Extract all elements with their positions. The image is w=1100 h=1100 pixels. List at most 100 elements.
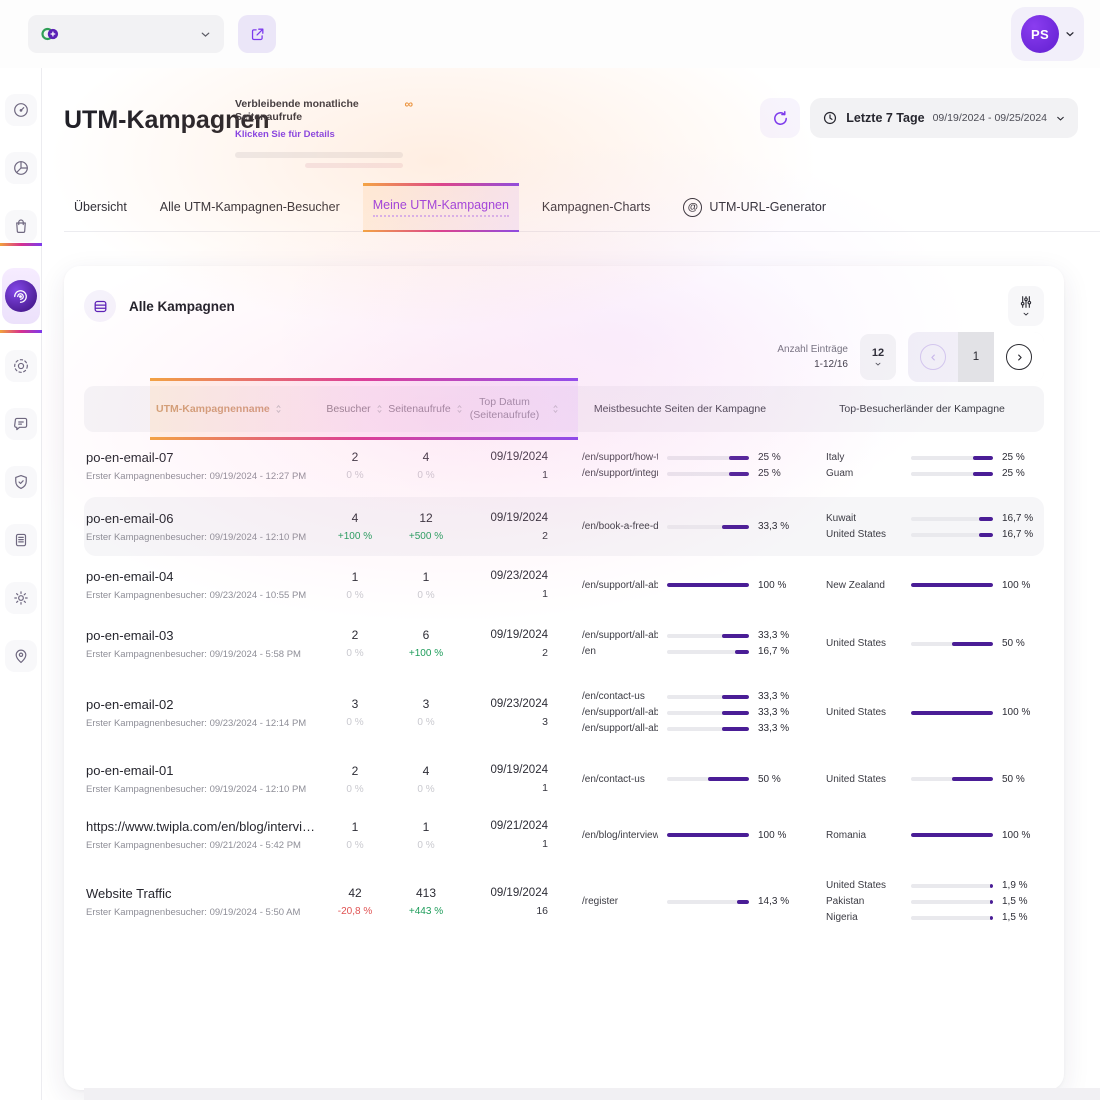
chevron-down-icon xyxy=(1055,113,1066,124)
page-size-select[interactable]: 12 xyxy=(860,334,896,380)
percentage-value: 50 % xyxy=(758,773,781,785)
pageviews-cell: 1 0 % xyxy=(390,570,462,601)
sidebar-item-statistics[interactable] xyxy=(4,152,37,184)
website-selector[interactable] xyxy=(28,15,224,53)
table-row[interactable]: po-en-email-04 Erster Kampagnenbesucher:… xyxy=(84,558,1044,612)
country-entry: Italy 25 % xyxy=(800,452,1044,463)
tab-label: Alle UTM-Kampagnen-Besucher xyxy=(159,200,340,214)
external-link-icon xyxy=(249,26,266,43)
campaign-name[interactable]: https://www.twipla.com/en/blog/interview… xyxy=(86,819,320,834)
sidebar-item-ecommerce[interactable] xyxy=(4,210,37,242)
percentage-value: 1,5 % xyxy=(1002,896,1028,907)
country-entry: United States 50 % xyxy=(800,638,1044,649)
campaign-name[interactable]: po-en-email-06 xyxy=(86,510,174,526)
sidebar-item-recordings[interactable] xyxy=(4,350,37,382)
table-row[interactable]: po-en-email-06 Erster Kampagnenbesucher:… xyxy=(84,497,1044,556)
percentage-value: 33,3 % xyxy=(758,723,790,734)
tab-label: Meine UTM-Kampagnen xyxy=(372,198,509,217)
page-entry: /en/support/all-ab... 33,3 % xyxy=(560,630,800,641)
table-body: po-en-email-07 Erster Kampagnenbesucher:… xyxy=(84,436,1044,939)
country-entry: Kuwait 16,7 % xyxy=(800,513,1044,524)
top-pages-cell: /en/blog/interview... 100 % xyxy=(560,825,800,846)
sidebar-item-location[interactable] xyxy=(4,640,37,672)
page-entry-label: /en/support/all-ab... xyxy=(582,723,658,734)
sidebar-item-feedback[interactable] xyxy=(4,408,37,440)
tab-alle-utm-kampagnen-besucher[interactable]: Alle UTM-Kampagnen-Besucher xyxy=(150,183,350,231)
date-preset-label: Letzte 7 Tage xyxy=(846,111,925,125)
percentage-value: 50 % xyxy=(1002,638,1025,649)
quota-details-link[interactable]: Klicken Sie für Details xyxy=(235,129,335,141)
top-countries-cell: Romania 100 % xyxy=(800,825,1044,846)
tab-meine-utm-kampagnen[interactable]: Meine UTM-Kampagnen xyxy=(362,183,520,232)
refresh-button[interactable] xyxy=(760,98,801,138)
percentage-value: 25 % xyxy=(1002,468,1025,479)
next-page-button[interactable] xyxy=(994,332,1044,382)
top-pages-cell: /en/support/all-ab... 100 % xyxy=(560,575,800,596)
first-visitor-info: Erster Kampagnenbesucher: 09/23/2024 - 1… xyxy=(86,717,307,729)
top-date-count: 1 xyxy=(542,838,548,850)
top-countries-cell: United States 50 % xyxy=(800,633,1044,654)
page-entry: /en/blog/interview... 100 % xyxy=(560,830,800,841)
visitors-cell: 4 +100 % xyxy=(320,511,390,542)
sidebar-item-data[interactable] xyxy=(4,524,37,556)
campaign-name[interactable]: po-en-email-03 xyxy=(86,627,174,643)
top-date-count: 1 xyxy=(542,468,548,481)
pageviews-cell: 12 +500 % xyxy=(390,511,462,542)
percentage-value: 16,7 % xyxy=(758,646,790,657)
campaign-name[interactable]: Website Traffic xyxy=(86,885,172,901)
table-row[interactable]: po-en-email-02 Erster Kampagnenbesucher:… xyxy=(84,675,1044,750)
top-countries-cell: United States 100 % xyxy=(800,702,1044,723)
pageviews-change: 0 % xyxy=(417,717,435,728)
page-entry: /en/book-a-free-d... 33,3 % xyxy=(560,521,800,532)
top-date-count: 2 xyxy=(542,529,548,542)
previous-page-button[interactable] xyxy=(908,332,958,382)
top-countries-cell: Kuwait 16,7 % United States 16,7 % xyxy=(800,508,1044,545)
account-menu[interactable]: PS xyxy=(1011,7,1084,61)
percentage-value: 33,3 % xyxy=(758,691,790,702)
sidebar-item-campaigns[interactable] xyxy=(0,243,46,333)
column-header[interactable]: Top Datum (Seitenaufrufe) xyxy=(462,396,560,421)
country-entry-label: United States xyxy=(826,773,887,785)
quota-label: Verbleibende monatliche Seitenaufrufe xyxy=(235,98,359,124)
column-header[interactable]: Besucher xyxy=(320,403,390,416)
percentage-bar xyxy=(911,583,993,587)
page-entry-label: /en/contact-us xyxy=(582,691,645,702)
campaign-name[interactable]: po-en-email-04 xyxy=(86,569,174,584)
open-in-new-tab-button[interactable] xyxy=(238,15,276,53)
top-date-cell: 09/19/2024 2 xyxy=(462,629,560,659)
filter-button[interactable] xyxy=(1008,286,1044,326)
column-header[interactable]: UTM-Kampagnenname xyxy=(84,403,320,416)
percentage-bar xyxy=(911,899,993,904)
table-row[interactable]: po-en-email-03 Erster Kampagnenbesucher:… xyxy=(84,614,1044,673)
page-entry: /en/support/all-ab... 100 % xyxy=(560,580,800,591)
country-entry: New Zealand 100 % xyxy=(800,580,1044,591)
campaign-name[interactable]: po-en-email-01 xyxy=(86,763,174,778)
campaign-name[interactable]: po-en-email-07 xyxy=(86,449,174,465)
campaign-name[interactable]: po-en-email-02 xyxy=(86,696,174,712)
sidebar-item-dashboard[interactable] xyxy=(4,94,37,126)
sort-icon xyxy=(274,404,283,414)
sidebar-item-privacy[interactable] xyxy=(4,466,37,498)
top-date-count: 16 xyxy=(536,904,548,917)
tab-utm-url-generator[interactable]: @ UTM-URL-Generator xyxy=(673,183,836,231)
table-row[interactable]: https://www.twipla.com/en/blog/interview… xyxy=(84,808,1044,862)
top-date-count: 2 xyxy=(542,646,548,659)
sidebar-item-settings[interactable] xyxy=(4,582,37,614)
tab-uebersicht[interactable]: Übersicht xyxy=(64,183,137,231)
first-visitor-info: Erster Kampagnenbesucher: 09/19/2024 - 1… xyxy=(86,531,307,543)
tab-kampagnen-charts[interactable]: Kampagnen-Charts xyxy=(532,183,660,231)
top-countries-cell: United States 50 % xyxy=(800,769,1044,790)
table-row[interactable]: po-en-email-07 Erster Kampagnenbesucher:… xyxy=(84,436,1044,495)
page-entry: /en/contact-us 33,3 % xyxy=(560,691,800,702)
entries-count: Anzahl Einträge 1-12/16 xyxy=(777,342,848,373)
percentage-bar xyxy=(911,833,993,837)
visitors-change: 0 % xyxy=(346,589,364,601)
percentage-value: 14,3 % xyxy=(758,896,790,907)
column-header[interactable]: Seitenaufrufe xyxy=(388,403,462,416)
table-row[interactable]: Website Traffic Erster Kampagnenbesucher… xyxy=(84,864,1044,939)
chevron-down-icon xyxy=(1021,310,1031,318)
table-row[interactable]: po-en-email-01 Erster Kampagnenbesucher:… xyxy=(84,752,1044,806)
date-range-picker[interactable]: Letzte 7 Tage 09/19/2024 - 09/25/2024 xyxy=(810,98,1078,138)
percentage-value: 100 % xyxy=(1002,707,1031,718)
table-header: UTM-Kampagnenname Besucher Seitenaufrufe To… xyxy=(84,378,1044,440)
